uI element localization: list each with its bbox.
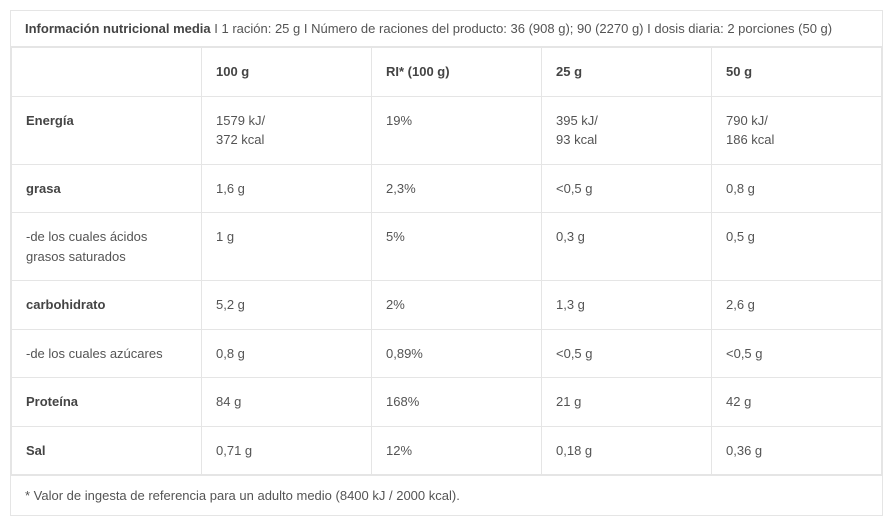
- table-row: -de los cuales ácidos grasos saturados1 …: [12, 213, 882, 281]
- table-cell: Proteína: [12, 378, 202, 427]
- table-cell: 1579 kJ/372 kcal: [202, 96, 372, 164]
- table-cell: <0,5 g: [542, 329, 712, 378]
- table-cell: Energía: [12, 96, 202, 164]
- table-cell: 0,36 g: [712, 426, 882, 475]
- col-header: [12, 48, 202, 97]
- table-cell: 0,71 g: [202, 426, 372, 475]
- caption-bold: Información nutricional media: [25, 21, 211, 36]
- table-cell: -de los cuales ácidos grasos saturados: [12, 213, 202, 281]
- table-cell: 12%: [372, 426, 542, 475]
- table-row: Energía1579 kJ/372 kcal19%395 kJ/93 kcal…: [12, 96, 882, 164]
- table-cell: 2,3%: [372, 164, 542, 213]
- table-row: carbohidrato5,2 g2%1,3 g2,6 g: [12, 281, 882, 330]
- table-row: Sal0,71 g12%0,18 g0,36 g: [12, 426, 882, 475]
- table-cell: 1,6 g: [202, 164, 372, 213]
- table-cell: carbohidrato: [12, 281, 202, 330]
- table-cell: 0,8 g: [712, 164, 882, 213]
- table-cell: 790 kJ/186 kcal: [712, 96, 882, 164]
- table-cell: 1,3 g: [542, 281, 712, 330]
- table-cell: 2%: [372, 281, 542, 330]
- table-cell: Sal: [12, 426, 202, 475]
- table-cell: 19%: [372, 96, 542, 164]
- caption-rest: I 1 ración: 25 g I Número de raciones de…: [211, 21, 832, 36]
- table-caption: Información nutricional media I 1 ración…: [11, 11, 882, 47]
- table-cell: 0,5 g: [712, 213, 882, 281]
- table-cell: 5,2 g: [202, 281, 372, 330]
- table-row: -de los cuales azúcares0,8 g0,89%<0,5 g<…: [12, 329, 882, 378]
- nutrition-table-container: Información nutricional media I 1 ración…: [10, 10, 883, 516]
- table-cell: 168%: [372, 378, 542, 427]
- table-header-row: 100 g RI* (100 g) 25 g 50 g: [12, 48, 882, 97]
- table-cell: 2,6 g: [712, 281, 882, 330]
- table-cell: 0,8 g: [202, 329, 372, 378]
- table-cell: 0,18 g: [542, 426, 712, 475]
- table-row: grasa1,6 g2,3%<0,5 g0,8 g: [12, 164, 882, 213]
- table-body: Energía1579 kJ/372 kcal19%395 kJ/93 kcal…: [12, 96, 882, 475]
- table-cell: -de los cuales azúcares: [12, 329, 202, 378]
- table-cell: <0,5 g: [712, 329, 882, 378]
- table-footnote: * Valor de ingesta de referencia para un…: [11, 475, 882, 515]
- table-cell: 0,3 g: [542, 213, 712, 281]
- col-header: RI* (100 g): [372, 48, 542, 97]
- table-cell: 5%: [372, 213, 542, 281]
- table-cell: 0,89%: [372, 329, 542, 378]
- table-cell: grasa: [12, 164, 202, 213]
- table-cell: 1 g: [202, 213, 372, 281]
- col-header: 25 g: [542, 48, 712, 97]
- table-cell: 42 g: [712, 378, 882, 427]
- table-cell: 21 g: [542, 378, 712, 427]
- table-row: Proteína84 g168%21 g42 g: [12, 378, 882, 427]
- table-cell: <0,5 g: [542, 164, 712, 213]
- col-header: 100 g: [202, 48, 372, 97]
- col-header: 50 g: [712, 48, 882, 97]
- table-cell: 84 g: [202, 378, 372, 427]
- nutrition-table: 100 g RI* (100 g) 25 g 50 g Energía1579 …: [11, 47, 882, 475]
- table-cell: 395 kJ/93 kcal: [542, 96, 712, 164]
